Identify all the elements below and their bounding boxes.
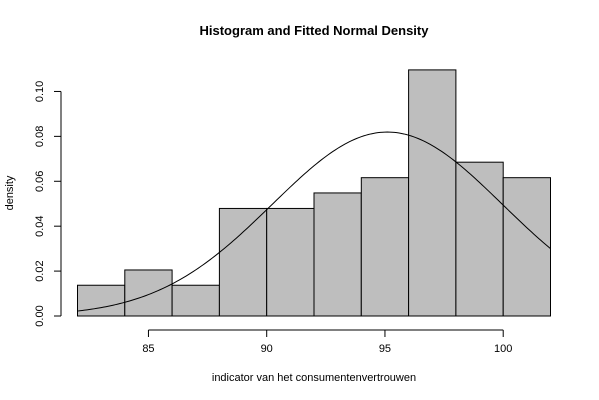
y-tick-label: 0.08	[34, 126, 46, 147]
x-axis: 85 90 95 100	[142, 329, 512, 355]
histogram-bars	[77, 69, 552, 317]
y-tick-label: 0.02	[34, 260, 46, 281]
histogram-bar	[124, 269, 173, 317]
y-tick-label: 0.06	[34, 171, 46, 192]
histogram-bar	[313, 192, 362, 317]
y-tick-label: 0.04	[34, 215, 46, 236]
y-tick-label: 0.10	[34, 81, 46, 102]
histogram-bar	[408, 69, 457, 317]
y-tick-label: 0.00	[34, 305, 46, 326]
fitted-normal-curve	[77, 131, 551, 312]
x-tick-label: 90	[261, 343, 273, 355]
y-axis-label: density	[4, 175, 16, 210]
x-tick-label: 85	[142, 343, 154, 355]
histogram-bar	[455, 161, 504, 317]
histogram-bar	[77, 284, 126, 317]
chart-title: Histogram and Fitted Normal Density	[200, 23, 430, 38]
x-axis-label: indicator van het consumentenvertrouwen	[212, 372, 416, 384]
y-axis: 0.00 0.02 0.04 0.06 0.08 0.10	[34, 81, 62, 327]
histogram-bar	[502, 177, 552, 317]
x-tick-label: 100	[494, 343, 512, 355]
histogram-bar	[171, 284, 220, 317]
histogram-bar	[218, 207, 268, 317]
histogram-bar	[360, 177, 410, 317]
histogram-bar	[266, 207, 315, 317]
x-tick-label: 95	[379, 343, 391, 355]
